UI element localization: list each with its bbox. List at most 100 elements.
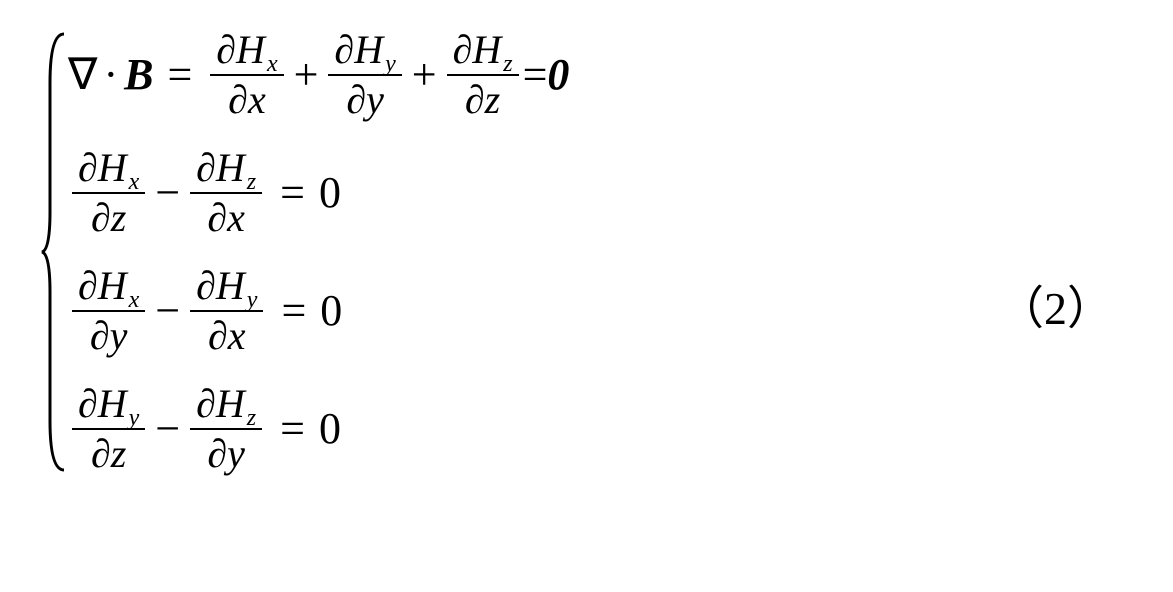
fraction-numerator: ∂Hz — [447, 30, 519, 70]
var: x — [248, 80, 266, 120]
equals-sign: = — [523, 53, 548, 97]
partial-symbol: ∂ — [196, 266, 216, 306]
partial-symbol: ∂ — [196, 384, 216, 424]
subscript: z — [503, 52, 512, 76]
fraction-numerator: ∂Hz — [190, 384, 262, 424]
partial-symbol: ∂ — [453, 30, 473, 70]
partial-symbol: ∂ — [216, 30, 236, 70]
zero: 0 — [320, 289, 342, 333]
partial-symbol: ∂ — [78, 148, 98, 188]
minus-sign: − — [155, 171, 180, 215]
brace-icon — [40, 30, 68, 474]
fraction-numerator: ∂Hz — [190, 148, 262, 188]
nabla-symbol: ∇ — [68, 53, 97, 97]
partial-symbol: ∂ — [228, 80, 248, 120]
var: z — [111, 434, 127, 474]
fraction-denominator: ∂x — [222, 80, 272, 120]
vector-B: B — [124, 53, 153, 97]
fraction: ∂Hx∂y — [72, 266, 145, 356]
subscript: x — [129, 170, 140, 194]
plus-sign: + — [412, 53, 437, 97]
fraction-denominator: ∂y — [201, 434, 251, 474]
var-H: H — [98, 266, 127, 306]
fraction-denominator: ∂z — [85, 198, 132, 238]
var: y — [227, 434, 245, 474]
dot-operator: · — [103, 53, 118, 97]
partial-symbol: ∂ — [78, 266, 98, 306]
partial-symbol: ∂ — [78, 384, 98, 424]
var-H: H — [98, 148, 127, 188]
partial-symbol: ∂ — [196, 148, 216, 188]
fraction-numerator: ∂Hy — [190, 266, 263, 306]
fraction: ∂Hy∂x — [190, 266, 263, 356]
zero: 0 — [319, 171, 341, 215]
var-H: H — [216, 266, 245, 306]
fraction: ∂Hz∂z — [447, 30, 519, 120]
partial-symbol: ∂ — [90, 316, 110, 356]
var: z — [485, 80, 501, 120]
fraction-numerator: ∂Hx — [72, 148, 145, 188]
fraction: ∂Hx∂x — [210, 30, 283, 120]
subscript: y — [385, 52, 396, 76]
fraction-numerator: ∂Hx — [210, 30, 283, 70]
var-H: H — [354, 30, 383, 70]
var: y — [110, 316, 128, 356]
equation-row: ∂Hy∂z−∂Hz∂y=0 — [68, 384, 569, 474]
partial-symbol: ∂ — [208, 316, 228, 356]
fraction-numerator: ∂Hx — [72, 266, 145, 306]
zero: 0 — [319, 407, 341, 451]
equals-sign: = — [281, 289, 306, 333]
equation-row: ∂Hx∂z−∂Hz∂x=0 — [68, 148, 569, 238]
eqnum-value: 2 — [1044, 283, 1067, 334]
equation-figure: ∇·B=∂Hx∂x+∂Hy∂y+∂Hz∂z=0∂Hx∂z−∂Hz∂x=0∂Hx∂… — [0, 0, 1173, 592]
fraction-denominator: ∂z — [85, 434, 132, 474]
partial-symbol: ∂ — [346, 80, 366, 120]
fraction: ∂Hz∂y — [190, 384, 262, 474]
var-H: H — [98, 384, 127, 424]
fraction-denominator: ∂z — [459, 80, 506, 120]
var: x — [228, 316, 246, 356]
equation-row: ∇·B=∂Hx∂x+∂Hy∂y+∂Hz∂z=0 — [68, 30, 569, 120]
eqnum-rparen: ） — [1067, 283, 1113, 334]
plus-sign: + — [294, 53, 319, 97]
var: x — [227, 198, 245, 238]
fraction-denominator: ∂x — [201, 198, 251, 238]
subscript: x — [129, 288, 140, 312]
partial-symbol: ∂ — [465, 80, 485, 120]
fraction: ∂Hy∂y — [328, 30, 401, 120]
var-H: H — [236, 30, 265, 70]
fraction-denominator: ∂x — [202, 316, 252, 356]
minus-sign: − — [155, 407, 180, 451]
minus-sign: − — [155, 289, 180, 333]
var-H: H — [472, 30, 501, 70]
var: y — [366, 80, 384, 120]
subscript: z — [247, 406, 256, 430]
var-H: H — [216, 384, 245, 424]
fraction-denominator: ∂y — [84, 316, 134, 356]
subscript: x — [267, 52, 278, 76]
zero-bold: 0 — [547, 53, 569, 97]
fraction: ∂Hz∂x — [190, 148, 262, 238]
subscript: z — [247, 170, 256, 194]
partial-symbol: ∂ — [334, 30, 354, 70]
var-H: H — [216, 148, 245, 188]
partial-symbol: ∂ — [91, 198, 111, 238]
equals-sign: = — [280, 407, 305, 451]
equals-sign: = — [280, 171, 305, 215]
fraction-numerator: ∂Hy — [72, 384, 145, 424]
fraction: ∂Hy∂z — [72, 384, 145, 474]
subscript: y — [247, 288, 258, 312]
partial-symbol: ∂ — [91, 434, 111, 474]
fraction: ∂Hx∂z — [72, 148, 145, 238]
fraction-numerator: ∂Hy — [328, 30, 401, 70]
equation-system: ∇·B=∂Hx∂x+∂Hy∂y+∂Hz∂z=0∂Hx∂z−∂Hz∂x=0∂Hx∂… — [40, 30, 569, 474]
equation-rows: ∇·B=∂Hx∂x+∂Hy∂y+∂Hz∂z=0∂Hx∂z−∂Hz∂x=0∂Hx∂… — [68, 30, 569, 474]
subscript: y — [129, 406, 140, 430]
partial-symbol: ∂ — [207, 198, 227, 238]
equation-row: ∂Hx∂y−∂Hy∂x=0 — [68, 266, 569, 356]
equals-sign: = — [167, 53, 192, 97]
fraction-denominator: ∂y — [340, 80, 390, 120]
equation-number: （2） — [998, 272, 1113, 338]
var: z — [111, 198, 127, 238]
eqnum-lparen: （ — [998, 283, 1044, 334]
